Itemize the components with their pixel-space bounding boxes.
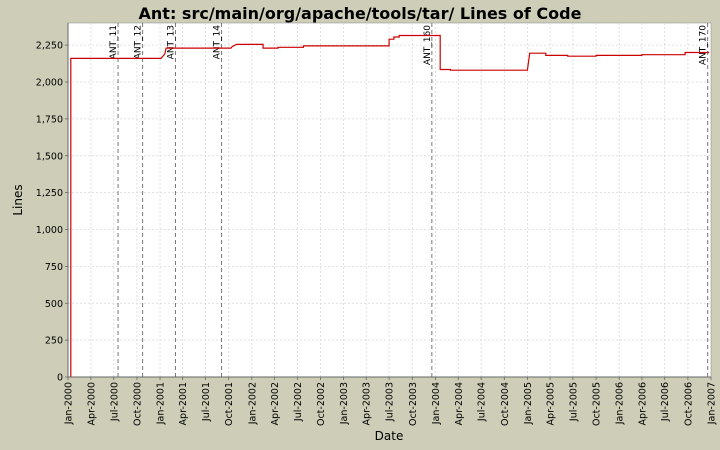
x-tick-label: Oct-2003 — [408, 382, 419, 426]
y-axis-label: Lines — [11, 184, 25, 215]
x-tick-label: Jan-2007 — [707, 382, 718, 425]
x-tick-label: Apr-2005 — [546, 382, 557, 425]
x-tick-label: Jan-2001 — [156, 382, 167, 425]
x-tick-label: Oct-2006 — [683, 382, 694, 426]
x-tick-label: Oct-2002 — [316, 382, 327, 426]
y-tick-label: 1,750 — [36, 114, 63, 125]
grid-lines — [68, 23, 711, 377]
y-tick-label: 2,000 — [36, 78, 63, 89]
x-tick-label: Apr-2001 — [178, 382, 189, 425]
x-tick-label: Jan-2005 — [523, 382, 534, 425]
x-tick-label: Jan-2003 — [339, 382, 350, 425]
x-tick-label: Jul-2002 — [293, 382, 304, 422]
x-tick-label: Jan-2006 — [615, 382, 626, 425]
release-marker-label: ANT_170 — [699, 25, 709, 65]
y-tick-label: 250 — [45, 336, 63, 347]
x-tick-label: Oct-2000 — [132, 382, 143, 426]
chart-title: Ant: src/main/org/apache/tools/tar/ Line… — [139, 4, 582, 23]
axes: 0 250 500 750 1,000 1,250 1,500 1,750 2,000 2,250… — [36, 23, 718, 426]
y-tick-label: 1,000 — [36, 225, 63, 236]
y-tick-label: 750 — [45, 262, 63, 273]
y-tick-label: 500 — [45, 299, 63, 310]
x-tick-label: Oct-2001 — [224, 382, 235, 426]
release-marker-label: ANT_14 — [213, 25, 223, 60]
series-line — [70, 34, 710, 377]
y-tick-label: 2,250 — [36, 41, 63, 52]
x-tick-label: Jan-2002 — [247, 382, 258, 425]
x-tick-label: Jul-2003 — [385, 382, 396, 422]
x-tick-label: Jul-2006 — [660, 382, 671, 422]
x-tick-label: Oct-2004 — [500, 382, 511, 426]
x-tick-label: Apr-2000 — [86, 382, 97, 425]
y-tick-label: 0 — [57, 373, 63, 384]
x-tick-label: Apr-2006 — [637, 382, 648, 425]
series-layer — [70, 34, 710, 377]
release-marker-label: ANT_11 — [109, 25, 119, 59]
x-tick-label: Jan-2000 — [64, 382, 75, 425]
x-tick-label: Jul-2001 — [201, 382, 212, 422]
x-tick-label: Jul-2004 — [477, 382, 488, 422]
release-marker-label: ANT_13 — [166, 25, 176, 59]
x-tick-label: Apr-2003 — [362, 382, 373, 425]
x-tick-label: Apr-2004 — [454, 382, 465, 425]
x-tick-label: Jul-2000 — [109, 382, 120, 422]
x-tick-label: Jan-2004 — [431, 382, 442, 425]
x-tick-label: Jul-2005 — [568, 382, 579, 422]
release-marker-label: ANT_12 — [134, 25, 144, 59]
x-axis-label: Date — [375, 429, 404, 443]
x-tick-label: Apr-2002 — [270, 382, 281, 425]
y-tick-label: 1,250 — [36, 188, 63, 199]
release-markers: ANT_11 ANT_12 ANT_13 ANT_14 ANT_160 ANT_170 — [109, 23, 709, 377]
x-tick-label: Oct-2005 — [592, 382, 603, 426]
y-tick-label: 1,500 — [36, 151, 63, 162]
release-marker-label: ANT_160 — [423, 25, 433, 65]
